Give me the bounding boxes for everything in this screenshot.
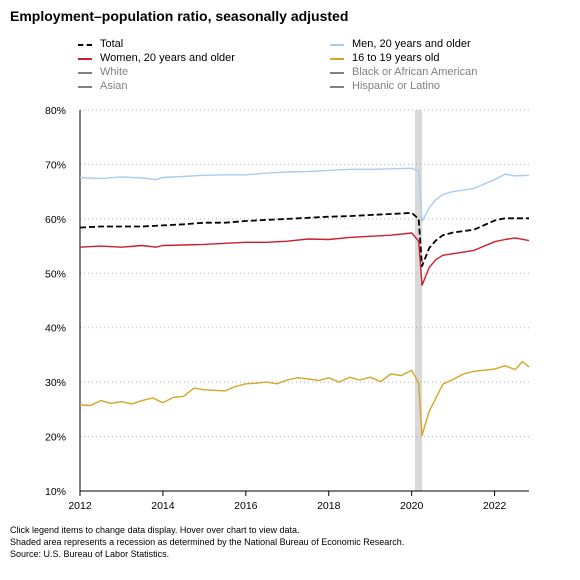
- legend-label-total: Total: [100, 38, 124, 50]
- legend-swatch-total: [78, 43, 92, 46]
- legend-label-white: White: [100, 66, 129, 78]
- legend-label-asian: Asian: [100, 80, 128, 92]
- footnote-recession: Shaded area represents a recession as de…: [10, 537, 405, 547]
- x-tick-label: 2020: [400, 500, 424, 512]
- series-line-women: [79, 232, 530, 286]
- legend-item-hispanic[interactable]: Hispanic or Latino: [330, 80, 440, 93]
- recession-band: [414, 110, 423, 491]
- legend-swatch-men: [330, 43, 344, 46]
- legend-item-white[interactable]: White: [78, 66, 128, 79]
- legend-label-hispanic: Hispanic or Latino: [352, 80, 441, 92]
- legend-label-women: Women, 20 years and older: [100, 52, 235, 64]
- legend-label-men: Men, 20 years and older: [352, 38, 471, 50]
- legend-swatch-asian: [78, 85, 92, 88]
- legend-swatch-hispanic: [330, 85, 344, 88]
- legend-item-women[interactable]: Women, 20 years and older: [78, 52, 235, 65]
- x-tick-label: 2012: [68, 500, 92, 512]
- y-tick-label: 40%: [45, 323, 66, 335]
- legend-item-total[interactable]: Total: [78, 38, 123, 51]
- y-tick-label: 10%: [45, 486, 66, 498]
- series-line-teens: [79, 360, 530, 437]
- series-line-total: [79, 212, 529, 268]
- y-tick-label: 60%: [45, 214, 66, 226]
- y-tick-label: 80%: [45, 105, 66, 117]
- y-tick-label: 50%: [45, 268, 66, 280]
- x-tick-label: 2022: [483, 500, 507, 512]
- legend-swatch-black: [330, 71, 344, 74]
- y-tick-label: 30%: [45, 377, 66, 389]
- legend-swatch-white: [78, 71, 92, 74]
- x-tick-label: 2018: [317, 500, 341, 512]
- footnote-source: Source: U.S. Bureau of Labor Statistics.: [10, 549, 170, 559]
- legend-label-teens: 16 to 19 years old: [352, 52, 440, 64]
- legend-item-men[interactable]: Men, 20 years and older: [330, 38, 471, 51]
- chart-title: Employment–population ratio, seasonally …: [10, 8, 349, 24]
- legend-item-black[interactable]: Black or African American: [330, 66, 477, 79]
- legend-swatch-teens: [330, 57, 344, 60]
- footnote-instructions: Click legend items to change data displa…: [10, 525, 300, 535]
- legend-label-black: Black or African American: [352, 66, 478, 78]
- y-tick-label: 70%: [45, 159, 66, 171]
- legend-item-teens[interactable]: 16 to 19 years old: [330, 52, 439, 65]
- x-tick-label: 2014: [151, 500, 175, 512]
- legend-item-asian[interactable]: Asian: [78, 80, 128, 93]
- x-tick-label: 2016: [234, 500, 258, 512]
- legend-swatch-women: [78, 57, 92, 60]
- y-tick-label: 20%: [45, 432, 66, 444]
- series-line-men: [79, 167, 530, 223]
